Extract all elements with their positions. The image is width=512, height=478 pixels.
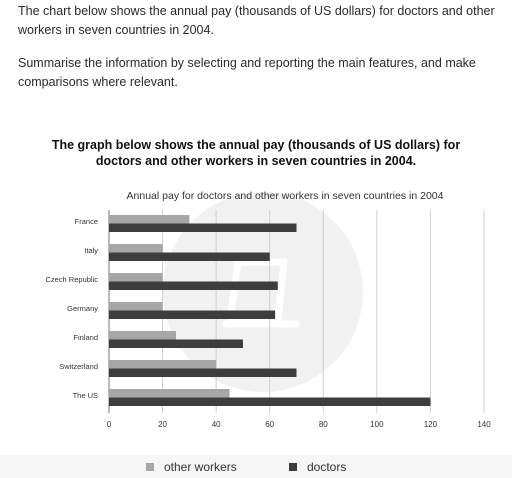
- category-label: Czech Republic: [45, 275, 98, 284]
- bar-doctors: [109, 281, 278, 290]
- chart-title: Annual pay for doctors and other workers…: [127, 190, 444, 202]
- category-label: Finland: [73, 333, 98, 342]
- x-tick-label: 80: [319, 420, 328, 429]
- bar-other-workers: [109, 331, 176, 340]
- prompt-description: The chart below shows the annual pay (th…: [18, 4, 495, 37]
- legend-swatch-other-workers: [146, 463, 154, 471]
- x-tick-label: 140: [477, 420, 491, 429]
- bar-other-workers: [109, 389, 230, 398]
- bar-other-workers: [109, 215, 190, 224]
- x-tick-label: 120: [424, 420, 438, 429]
- category-label: Italy: [84, 246, 98, 255]
- category-labels: France Italy Czech Republic Germany Finland S…: [45, 217, 98, 400]
- category-label: The US: [73, 391, 98, 400]
- bar-doctors: [109, 339, 243, 348]
- bars: [109, 215, 431, 406]
- bar-other-workers: [109, 273, 163, 282]
- bar-chart-svg: Annual pay for doctors and other workers…: [45, 190, 491, 429]
- x-tick-label: 20: [158, 420, 167, 429]
- bar-chart: Annual pay for doctors and other workers…: [0, 180, 512, 478]
- category-label: Switzerland: [59, 362, 98, 371]
- bar-other-workers: [109, 302, 163, 311]
- watermark-logo: [222, 258, 300, 328]
- x-tick-label: 60: [265, 420, 274, 429]
- bar-doctors: [109, 368, 297, 377]
- task-prompt: The chart below shows the annual pay (th…: [18, 2, 498, 92]
- chart-legend: other workers doctors: [0, 455, 512, 478]
- legend-item-other-workers: other workers: [146, 460, 237, 474]
- category-label: Germany: [67, 304, 98, 313]
- bar-doctors: [109, 223, 297, 232]
- legend-swatch-doctors: [289, 463, 297, 471]
- figure-heading: The graph below shows the annual pay (th…: [51, 138, 461, 168]
- x-tick-label: 40: [212, 420, 221, 429]
- legend-label-doctors: doctors: [307, 460, 347, 474]
- x-axis-ticks: 0 20 40 60 80 100 120 140: [107, 420, 491, 429]
- bar-doctors: [109, 310, 276, 319]
- legend-item-doctors: doctors: [289, 460, 346, 474]
- prompt-instructions: Summarise the information by selecting a…: [18, 56, 476, 89]
- bar-other-workers: [109, 360, 217, 369]
- category-label: France: [75, 217, 98, 226]
- bar-doctors: [109, 397, 431, 406]
- bar-other-workers: [109, 244, 163, 253]
- x-tick-label: 100: [370, 420, 384, 429]
- bar-doctors: [109, 252, 270, 261]
- x-tick-label: 0: [107, 420, 112, 429]
- legend-label-other-workers: other workers: [164, 460, 237, 474]
